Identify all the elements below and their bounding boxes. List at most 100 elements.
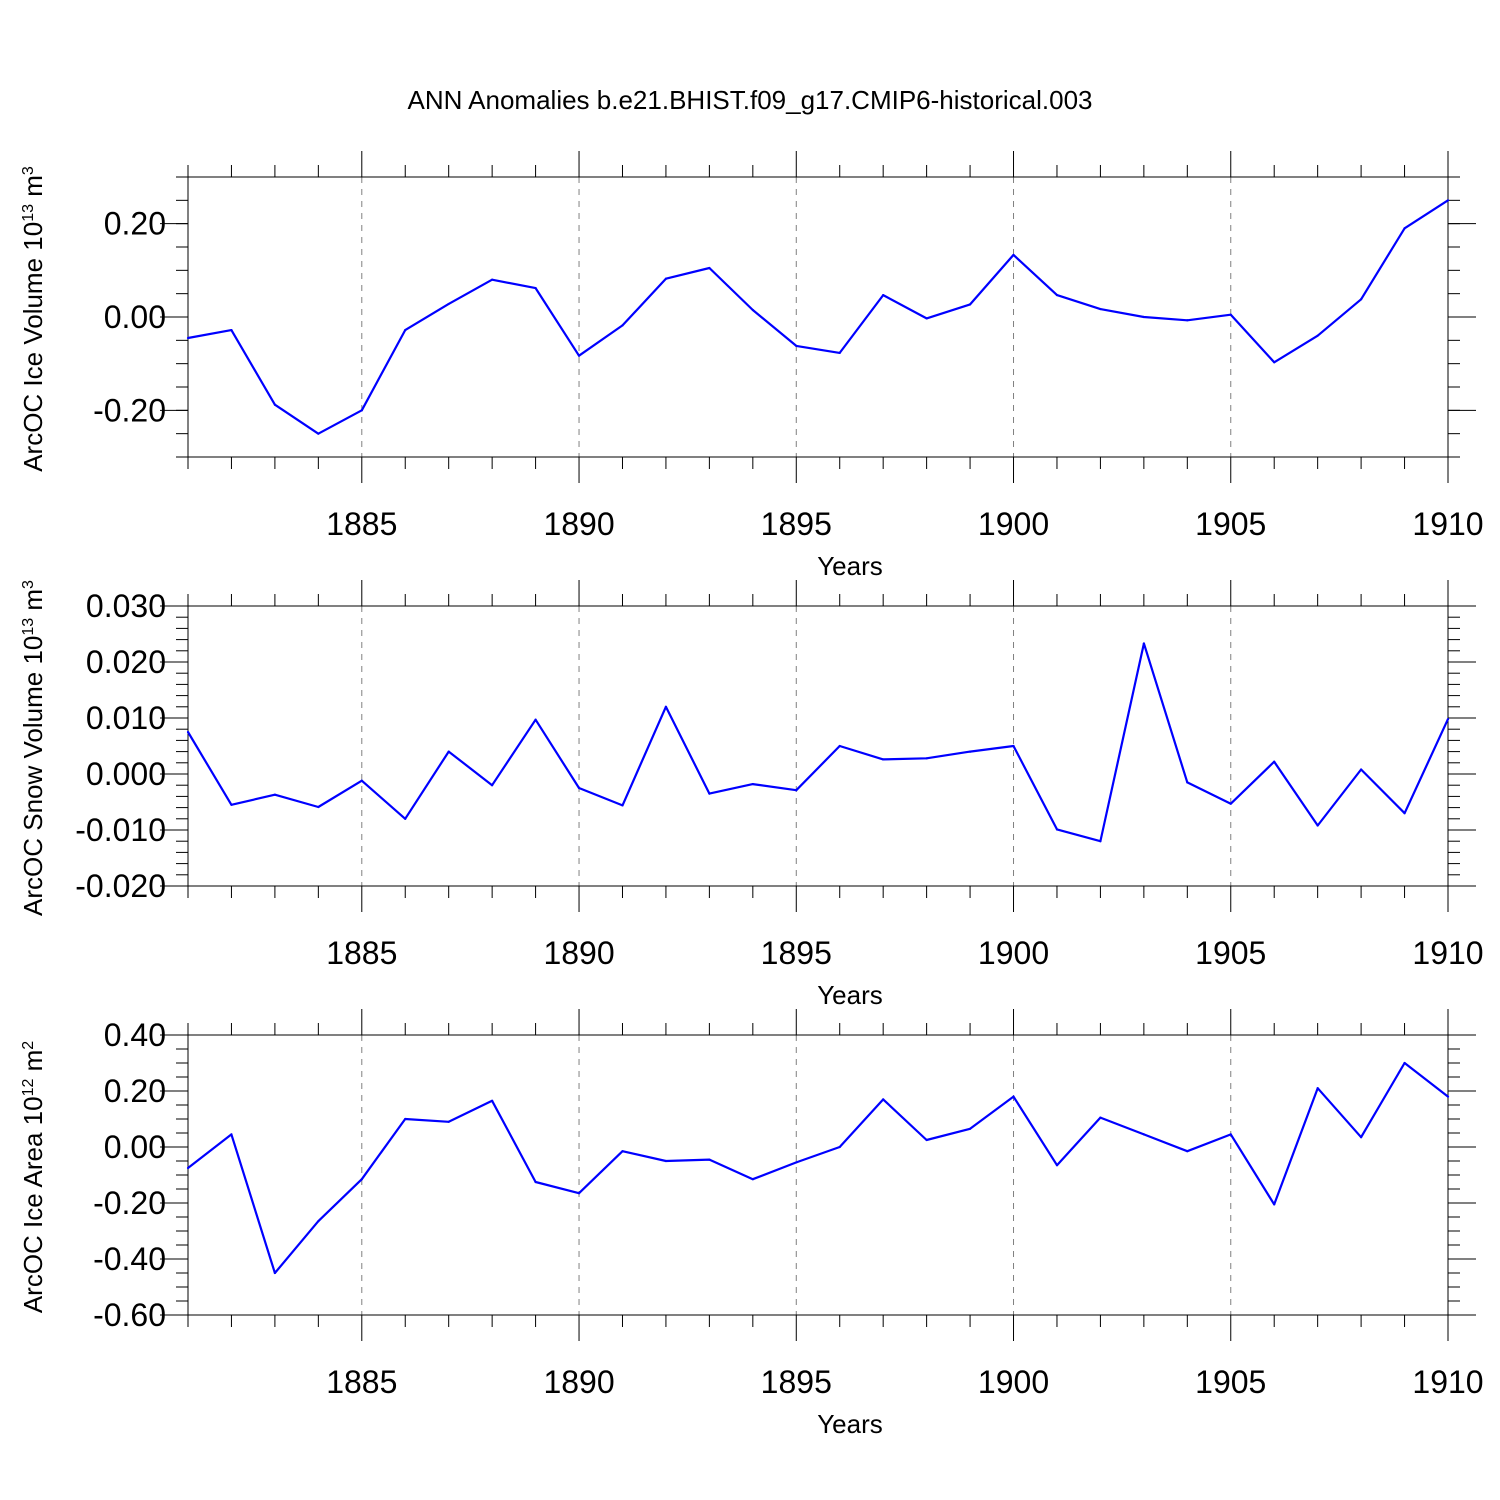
data-point (1099, 1116, 1102, 1119)
data-point (1403, 812, 1406, 815)
data-point (621, 324, 624, 327)
y-axis-label: ArcOC Ice Volume 1013 m3 (18, 166, 48, 472)
data-point (751, 782, 754, 786)
data-point (1360, 768, 1363, 771)
data-point (230, 1133, 233, 1136)
data-point (1142, 1133, 1145, 1136)
data-point (186, 336, 190, 340)
chart-panel-2: -0.020 -0.010 0.000 0.010 0.020 0.030 1885 1890… (18, 580, 1484, 1010)
y-tick-label: 0.020 (86, 644, 166, 680)
data-point (186, 1166, 190, 1170)
data-point (1446, 199, 1450, 202)
x-tick-label: 1900 (978, 506, 1049, 542)
plot-frame (187, 176, 1449, 458)
series-line-1 (187, 199, 1449, 435)
data-point (708, 792, 711, 795)
x-tick-label: 1885 (326, 935, 397, 971)
x-tick-label: 1910 (1412, 1364, 1483, 1400)
y-tick-label: -0.20 (93, 1185, 166, 1221)
data-point (664, 1159, 668, 1163)
data-point (882, 1098, 885, 1101)
y-axis-label-superscript: 13 (20, 204, 37, 222)
data-point (491, 1099, 494, 1102)
data-point (1273, 1203, 1276, 1206)
x-tick-label: 1905 (1195, 1364, 1266, 1400)
series-line-1 (187, 642, 1449, 843)
data-point (882, 758, 885, 761)
y-tick-label: -0.020 (75, 868, 166, 904)
data-point (1142, 642, 1145, 645)
x-tick-label: 1890 (543, 1364, 614, 1400)
data-point (1403, 227, 1406, 230)
x-tick-label: 1885 (326, 1364, 397, 1400)
y-axis-label-superscript: 2 (20, 1041, 37, 1050)
y-tick-label: -0.20 (93, 392, 166, 428)
y-tick-label: -0.60 (93, 1297, 166, 1333)
data-point (577, 786, 581, 790)
y-tick-label: -0.40 (93, 1241, 166, 1277)
figure-title: ANN Anomalies b.e21.BHIST.f09_g17.CMIP6-… (407, 85, 1092, 115)
data-point (447, 1120, 450, 1123)
y-axis-label-text: ArcOC Ice Area 10 (18, 1096, 48, 1313)
data-point (968, 750, 972, 753)
data-point (360, 1178, 363, 1181)
data-point (838, 351, 841, 355)
y-tick-label: 0.20 (104, 206, 166, 242)
data-point (1229, 802, 1232, 805)
data-point (447, 302, 450, 306)
panels: -0.20 0.00 0.20 1885 1890 1895 1900 1905 1910 Yea… (18, 151, 1484, 1439)
data-point (621, 1150, 624, 1153)
data-point (317, 805, 320, 809)
data-point (968, 303, 972, 306)
data-point (1099, 307, 1102, 311)
data-point (317, 432, 320, 435)
data-point (795, 344, 798, 348)
x-axis-label: Years (817, 551, 883, 581)
data-point (1316, 1087, 1319, 1090)
data-point (1186, 1150, 1189, 1153)
data-point (708, 266, 711, 270)
x-tick-label: 1890 (543, 506, 614, 542)
data-point (1316, 334, 1319, 337)
data-point (925, 317, 928, 320)
data-point (360, 779, 363, 782)
x-tick-label: 1895 (761, 935, 832, 971)
data-point (1403, 1061, 1406, 1065)
y-axis-label-superscript: 3 (20, 580, 37, 589)
data-point (925, 1138, 928, 1142)
x-tick-label: 1895 (761, 1364, 832, 1400)
x-tick-label: 1890 (543, 935, 614, 971)
x-tick-label: 1905 (1195, 506, 1266, 542)
data-point (1446, 1095, 1450, 1098)
data-point (1012, 1095, 1015, 1098)
y-tick-label: 0.00 (104, 299, 166, 335)
data-point (491, 784, 494, 787)
data-point (273, 1271, 276, 1275)
data-point (751, 308, 754, 312)
data-point (925, 757, 928, 760)
data-point (317, 1220, 320, 1223)
data-point (1055, 293, 1059, 297)
y-tick-label: 0.20 (104, 1073, 166, 1109)
data-point (491, 278, 494, 281)
data-point (447, 750, 450, 753)
x-axis-label: Years (817, 1409, 883, 1439)
data-point (1099, 840, 1102, 843)
data-point (795, 1161, 798, 1164)
plot-frame (187, 1034, 1449, 1316)
data-point (664, 705, 668, 708)
x-tick-label: 1905 (1195, 935, 1266, 971)
data-point (1273, 760, 1276, 763)
data-point (621, 804, 624, 807)
series-line-1 (187, 1061, 1449, 1275)
data-point (577, 354, 581, 357)
data-point (1446, 718, 1450, 721)
y-axis-label-superscript: 12 (20, 1079, 37, 1097)
data-point (404, 328, 407, 332)
x-tick-label: 1900 (978, 935, 1049, 971)
chart-panel-3: -0.60 -0.40 -0.20 0.00 0.20 0.40 1885 1890 1895 1… (18, 1009, 1484, 1439)
data-point (838, 1145, 841, 1149)
data-point (230, 803, 233, 806)
y-tick-label: 0.40 (104, 1017, 166, 1053)
